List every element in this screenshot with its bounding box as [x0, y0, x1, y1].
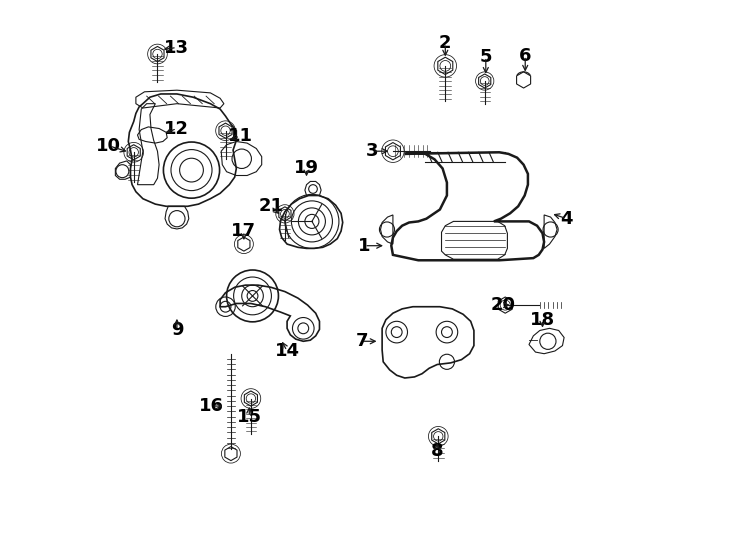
- Text: 21: 21: [258, 197, 283, 215]
- Text: 14: 14: [275, 342, 299, 360]
- Text: 7: 7: [355, 332, 368, 350]
- Text: 11: 11: [228, 127, 252, 145]
- Text: 16: 16: [199, 397, 224, 415]
- Text: 18: 18: [530, 310, 555, 329]
- Text: 4: 4: [561, 210, 573, 228]
- Text: 10: 10: [96, 137, 121, 155]
- Text: 6: 6: [519, 46, 531, 65]
- Text: 19: 19: [294, 159, 319, 178]
- Text: 17: 17: [231, 222, 256, 240]
- Text: 8: 8: [431, 442, 443, 460]
- Text: 12: 12: [164, 119, 189, 138]
- Text: 1: 1: [358, 237, 371, 255]
- Text: 2: 2: [439, 34, 451, 52]
- Text: 20: 20: [490, 296, 515, 314]
- Text: 9: 9: [171, 321, 184, 340]
- Text: 15: 15: [237, 408, 262, 426]
- Text: 3: 3: [366, 142, 379, 160]
- Text: 13: 13: [164, 38, 189, 57]
- Text: 5: 5: [479, 48, 492, 66]
